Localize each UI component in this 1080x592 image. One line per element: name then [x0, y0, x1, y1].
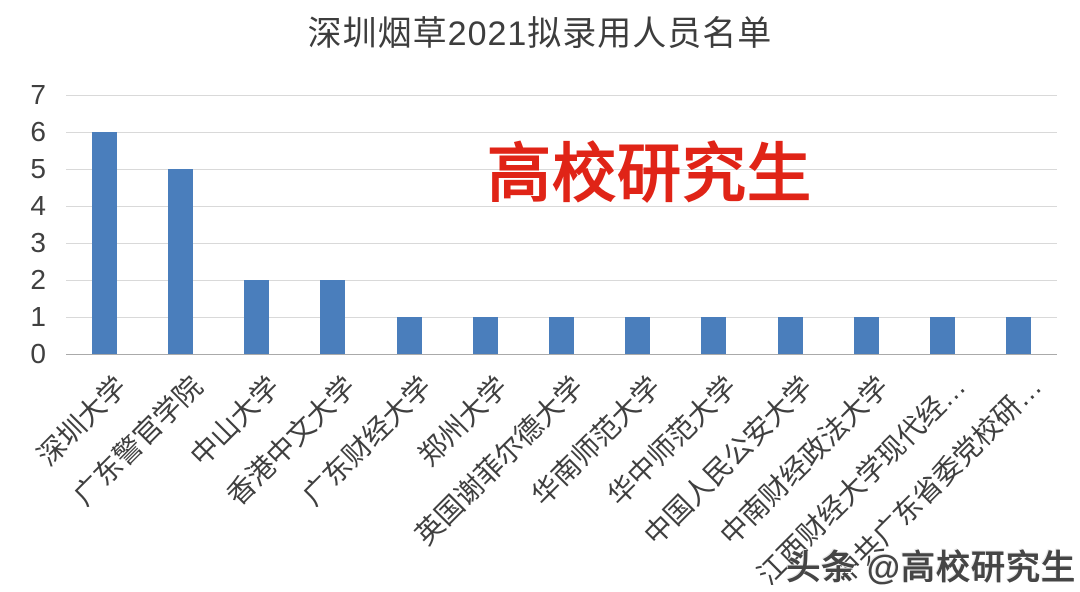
bar-9	[701, 317, 727, 354]
bar-1	[91, 132, 117, 354]
gridline-y-7	[66, 94, 1057, 96]
bar-13	[1006, 317, 1032, 354]
y-axis-tick-label-2: 2	[30, 264, 46, 295]
gridline-y-3	[66, 242, 1057, 244]
bar-8	[625, 317, 651, 354]
gridline-y-2	[66, 279, 1057, 281]
bar-2	[167, 169, 193, 354]
y-axis-tick-label-5: 5	[30, 153, 46, 184]
y-axis-tick-label-6: 6	[30, 116, 46, 147]
y-axis-tick-label-1: 1	[30, 301, 46, 332]
bar-3	[244, 280, 270, 354]
y-axis-tick-label-0: 0	[30, 338, 46, 369]
y-axis-tick-label-7: 7	[30, 79, 46, 110]
toutiao-watermark: 头条 @高校研究生	[786, 549, 1076, 588]
bar-12	[930, 317, 956, 354]
bar-7	[549, 317, 574, 354]
bar-10	[777, 317, 803, 354]
gridline-y-4	[66, 205, 1057, 207]
center-watermark: 高校研究生	[487, 138, 812, 210]
gridline-y-5	[66, 168, 1057, 170]
bar-4	[320, 280, 346, 354]
y-axis-tick-label-4: 4	[30, 190, 46, 221]
gridline-y-6	[66, 131, 1057, 133]
bar-5	[396, 317, 422, 354]
bar-6	[472, 317, 498, 354]
chart-title: 深圳烟草2021拟录用人员名单	[307, 15, 773, 53]
gridline-y-0	[66, 353, 1057, 355]
y-axis-tick-label-3: 3	[30, 227, 46, 258]
bar-11	[853, 317, 879, 354]
